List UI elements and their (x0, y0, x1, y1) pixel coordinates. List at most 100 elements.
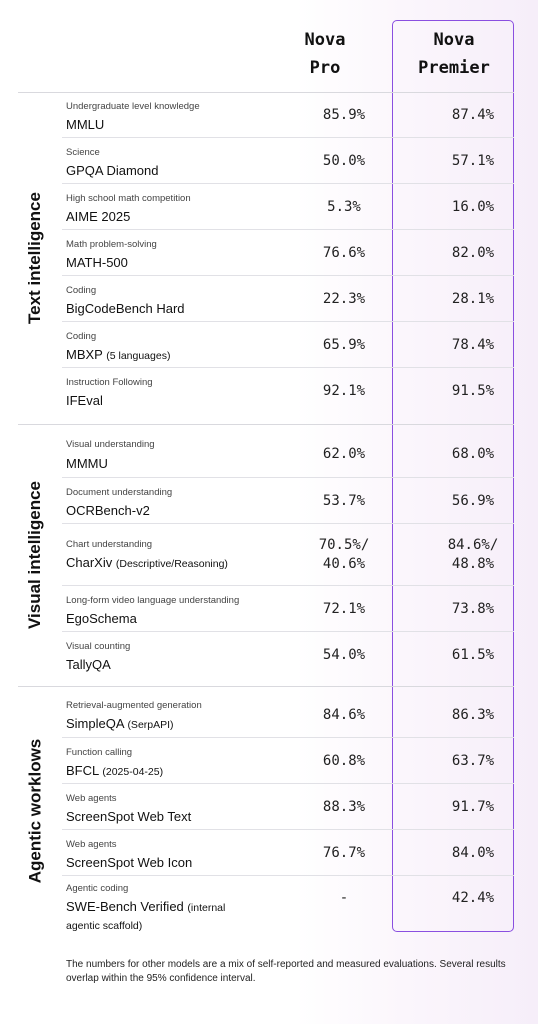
value-nova-premier: 56.9% (451, 492, 495, 509)
value-nova-pro: 50.0% (322, 152, 366, 169)
row-category: Science (66, 147, 100, 158)
column-header-line: Premier (418, 58, 490, 78)
row-category: Chart understanding (66, 539, 153, 550)
footnote: The numbers for other models are a mix o… (66, 959, 506, 984)
benchmark-note: agentic scaffold) (66, 920, 143, 932)
row-divider (62, 585, 514, 586)
benchmark-name: TallyQA (66, 657, 111, 672)
benchmark-name: MMLU (66, 117, 105, 132)
table-row: Function calling BFCL (2025-04-25) 60.8%… (62, 738, 514, 784)
row-category: Web agents (66, 793, 117, 804)
table-row: Science GPQA Diamond 50.0% 57.1% (62, 138, 514, 184)
row-benchmark-note-line: agentic scaffold) (66, 917, 142, 932)
row-category: Math problem-solving (66, 239, 157, 250)
column-header-line: Nova (433, 30, 475, 50)
benchmark-name: GPQA Diamond (66, 163, 159, 178)
benchmark-note: (SerpAPI) (127, 719, 174, 731)
section-divider (18, 686, 514, 687)
benchmark-name: SimpleQA (66, 716, 124, 731)
row-benchmark: IFEval (66, 393, 103, 408)
value-nova-pro: 60.8% (322, 752, 366, 769)
table-row: Coding BigCodeBench Hard 22.3% 28.1% (62, 276, 514, 322)
benchmark-name: MATH-500 (66, 255, 128, 270)
row-divider (62, 137, 514, 138)
table-row: Retrieval-augmented generation SimpleQA … (62, 686, 514, 738)
value-nova-premier: 84.6%/ 48.8% (410, 524, 536, 586)
column-header-line: Pro (309, 58, 341, 78)
row-benchmark: ScreenSpot Web Icon (66, 855, 192, 870)
value-nova-premier: 57.1% (451, 152, 495, 169)
benchmark-note: (2025-04-25) (102, 766, 164, 778)
value-nova-premier: 87.4% (451, 106, 495, 123)
row-benchmark: BigCodeBench Hard (66, 301, 185, 316)
row-divider (62, 321, 514, 322)
row-divider (62, 367, 514, 368)
row-benchmark: EgoSchema (66, 611, 137, 626)
value-nova-premier: 84.0% (451, 844, 495, 861)
value-nova-pro: 5.3% (327, 198, 361, 215)
row-benchmark: MBXP (5 languages) (66, 347, 170, 362)
column-header-nova-premier: Nova Premier (392, 26, 516, 82)
row-divider (62, 631, 514, 632)
value-nova-pro: 85.9% (322, 106, 366, 123)
value-nova-pro: 70.5%/ 40.6% (294, 524, 394, 586)
value-nova-pro: 76.6% (322, 244, 366, 261)
row-benchmark: OCRBench-v2 (66, 503, 150, 518)
section-title-text: Agentic worklows (25, 738, 44, 884)
row-category: Instruction Following (66, 377, 153, 388)
value-line: 48.8% (451, 556, 495, 572)
table-row: Long-form video language understanding E… (62, 586, 514, 632)
table-row: High school math competition AIME 2025 5… (62, 184, 514, 230)
row-category: Document understanding (66, 487, 173, 498)
value-nova-premier: 61.5% (451, 646, 495, 663)
value-nova-premier: 91.5% (451, 382, 495, 399)
value-nova-pro: 22.3% (322, 290, 366, 307)
section-text-intelligence: Text intelligence Undergraduate level kn… (18, 92, 514, 424)
benchmark-name: EgoSchema (66, 611, 137, 626)
value-nova-premier: 28.1% (451, 290, 495, 307)
section-title-text: Text intelligence (25, 192, 45, 324)
benchmark-note: (5 languages) (106, 350, 171, 362)
row-benchmark: SimpleQA (SerpAPI) (66, 716, 174, 731)
row-benchmark: SWE-Bench Verified (internal (66, 899, 225, 914)
row-benchmark: MMLU (66, 117, 104, 132)
table-row: Visual understanding MMMU 62.0% 68.0% (62, 424, 514, 478)
benchmark-name: ScreenSpot Web Icon (66, 855, 193, 870)
section-title: Agentic worklows (18, 686, 52, 936)
row-divider (62, 737, 514, 738)
row-category: Undergraduate level knowledge (66, 101, 200, 112)
benchmark-name: ScreenSpot Web Text (66, 809, 192, 824)
row-category: Visual counting (66, 641, 131, 652)
row-benchmark: AIME 2025 (66, 209, 130, 224)
value-nova-premier: 91.7% (451, 798, 495, 815)
row-category: Long-form video language understanding (66, 595, 240, 606)
benchmark-name: IFEval (66, 393, 103, 408)
table-row: Chart understanding CharXiv (Descriptive… (62, 524, 514, 586)
row-benchmark: BFCL (2025-04-25) (66, 763, 163, 778)
benchmark-name: BFCL (66, 763, 99, 778)
section-title: Visual intelligence (18, 424, 52, 686)
row-benchmark: MATH-500 (66, 255, 128, 270)
value-nova-premier: 73.8% (451, 600, 495, 617)
premier-column-highlight (392, 20, 514, 932)
table-row: Document understanding OCRBench-v2 53.7%… (62, 478, 514, 524)
table-row: Web agents ScreenSpot Web Icon 76.7% 84.… (62, 830, 514, 876)
value-nova-pro: 72.1% (322, 600, 366, 617)
row-benchmark: GPQA Diamond (66, 163, 159, 178)
section-agentic-workflows: Agentic worklows Retrieval-augmented gen… (18, 686, 514, 936)
section-divider (18, 92, 514, 93)
value-nova-pro: 84.6% (322, 706, 366, 723)
table-row: Web agents ScreenSpot Web Text 88.3% 91.… (62, 784, 514, 830)
column-header-line: Nova (304, 30, 346, 50)
value-nova-premier: 82.0% (451, 244, 495, 261)
table-row: Instruction Following IFEval 92.1% 91.5% (62, 368, 514, 424)
value-nova-premier: 63.7% (451, 752, 495, 769)
section-divider (18, 424, 514, 425)
column-header-nova-pro: Nova Pro (275, 26, 375, 82)
value-nova-premier: 16.0% (451, 198, 495, 215)
value-line: 40.6% (322, 556, 366, 572)
benchmark-name: MBXP (66, 347, 103, 362)
row-benchmark: CharXiv (Descriptive/Reasoning) (66, 555, 228, 570)
table-row: Undergraduate level knowledge MMLU 85.9%… (62, 92, 514, 138)
table-row: Visual counting TallyQA 54.0% 61.5% (62, 632, 514, 686)
